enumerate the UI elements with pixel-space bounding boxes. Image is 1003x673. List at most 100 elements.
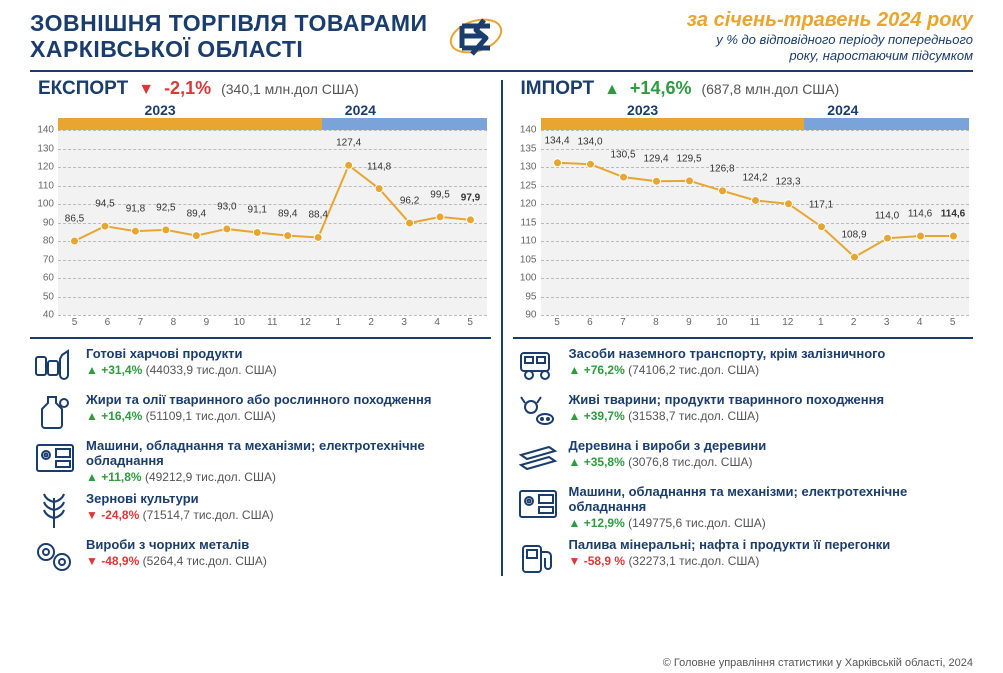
x-tick-label: 3 xyxy=(388,317,421,333)
data-point-label: 97,9 xyxy=(461,192,480,203)
x-tick-label: 5 xyxy=(936,317,969,333)
x-tick-label: 7 xyxy=(124,317,157,333)
x-tick-label: 11 xyxy=(256,317,289,333)
x-tick-label: 8 xyxy=(157,317,190,333)
data-point-label: 91,1 xyxy=(248,205,267,216)
export-year-left: 2023 xyxy=(145,102,176,118)
export-pct: -2,1% xyxy=(164,78,211,99)
y-tick-label: 80 xyxy=(30,236,54,247)
category-stats: ▼ -24,8% (71514,7 тис.дол. США) xyxy=(86,508,491,522)
export-categories: Готові харчові продукти▲ +31,4% (44033,9… xyxy=(30,337,491,576)
export-column: ЕКСПОРТ ▼ -2,1% (340,1 млн.дол США) 2023… xyxy=(20,72,501,584)
data-point-label: 92,5 xyxy=(156,202,175,213)
data-point-label: 96,2 xyxy=(400,196,419,207)
category-stats: ▼ -58,9 % (32273,1 тис.дол. США) xyxy=(569,554,974,568)
x-tick-label: 4 xyxy=(421,317,454,333)
y-tick-label: 110 xyxy=(30,180,54,191)
x-tick-label: 1 xyxy=(322,317,355,333)
footer-text: © Головне управління статистики у Харків… xyxy=(663,657,973,669)
x-tick-label: 2 xyxy=(355,317,388,333)
x-tick-label: 12 xyxy=(771,317,804,333)
x-tick-label: 11 xyxy=(738,317,771,333)
export-title: ЕКСПОРТ xyxy=(38,78,128,100)
y-tick-label: 40 xyxy=(30,310,54,321)
data-point-label: 114,0 xyxy=(875,211,899,222)
category-item: Засоби наземного транспорту, крім залізн… xyxy=(513,347,974,385)
data-point-label: 93,0 xyxy=(217,202,236,213)
data-point-label: 124,2 xyxy=(742,173,767,184)
y-tick-label: 90 xyxy=(30,217,54,228)
category-name: Вироби з чорних металів xyxy=(86,538,491,553)
title-line1: ЗОВНІШНЯ ТОРГІВЛЯ ТОВАРАМИ xyxy=(30,10,428,36)
data-point-label: 127,4 xyxy=(336,138,361,149)
export-chart: 86,594,591,892,589,493,091,189,488,4127,… xyxy=(58,118,487,333)
y-tick-label: 130 xyxy=(513,162,537,173)
category-name: Засоби наземного транспорту, крім залізн… xyxy=(569,347,974,362)
y-tick-label: 50 xyxy=(30,291,54,302)
category-item: Зернові культури▼ -24,8% (71514,7 тис.до… xyxy=(30,492,491,530)
y-tick-label: 110 xyxy=(513,236,537,247)
machine-icon xyxy=(34,439,76,477)
category-stats: ▲ +39,7% (31538,7 тис.дол. США) xyxy=(569,409,974,423)
category-stats: ▲ +12,9% (149775,6 тис.дол. США) xyxy=(569,516,974,530)
x-tick-label: 12 xyxy=(289,317,322,333)
import-column: ІМПОРТ ▲ +14,6% (687,8 млн.дол США) 2023… xyxy=(503,72,984,584)
category-name: Жири та олії тваринного або рослинного п… xyxy=(86,393,491,408)
x-tick-label: 3 xyxy=(870,317,903,333)
subtitle-line2: року, наростаючим підсумком xyxy=(524,48,973,64)
import-arrow-icon: ▲ xyxy=(604,81,620,99)
category-name: Готові харчові продукти xyxy=(86,347,491,362)
export-arrow-icon: ▼ xyxy=(138,81,154,99)
category-name: Палива мінеральні; нафта і продукти її п… xyxy=(569,538,974,553)
export-year-right: 2024 xyxy=(345,102,376,118)
data-point-label: 130,5 xyxy=(610,150,635,161)
x-tick-label: 4 xyxy=(903,317,936,333)
category-name: Деревина і вироби з деревини xyxy=(569,439,974,454)
category-name: Машини, обладнання та механізми; електро… xyxy=(569,485,974,515)
data-point-label: 134,0 xyxy=(577,137,602,148)
import-value: (687,8 млн.дол США) xyxy=(701,81,839,97)
category-item: Жири та олії тваринного або рослинного п… xyxy=(30,393,491,431)
category-item: Вироби з чорних металів▼ -48,9% (5264,4 … xyxy=(30,538,491,576)
animals-icon xyxy=(517,393,559,431)
metal-icon xyxy=(34,538,76,576)
header: ЗОВНІШНЯ ТОРГІВЛЯ ТОВАРАМИ ХАРКІВСЬКОЇ О… xyxy=(0,0,1003,68)
x-tick-label: 9 xyxy=(190,317,223,333)
category-item: Палива мінеральні; нафта і продукти її п… xyxy=(513,538,974,576)
data-point-label: 86,5 xyxy=(65,214,84,225)
x-tick-label: 2 xyxy=(837,317,870,333)
y-tick-label: 100 xyxy=(513,273,537,284)
import-pct: +14,6% xyxy=(630,78,692,99)
category-item: Машини, обладнання та механізми; електро… xyxy=(30,439,491,484)
y-tick-label: 70 xyxy=(30,254,54,265)
y-tick-label: 100 xyxy=(30,199,54,210)
x-tick-label: 5 xyxy=(541,317,574,333)
category-stats: ▼ -48,9% (5264,4 тис.дол. США) xyxy=(86,554,491,568)
category-name: Машини, обладнання та механізми; електро… xyxy=(86,439,491,469)
category-item: Машини, обладнання та механізми; електро… xyxy=(513,485,974,530)
wood-icon xyxy=(517,439,559,477)
logo-icon xyxy=(448,8,504,64)
category-item: Готові харчові продукти▲ +31,4% (44033,9… xyxy=(30,347,491,385)
data-point-label: 99,5 xyxy=(430,190,449,201)
y-tick-label: 60 xyxy=(30,273,54,284)
header-period-block: за січень-травень 2024 року у % до відпо… xyxy=(524,9,973,63)
export-value: (340,1 млн.дол США) xyxy=(221,81,359,97)
x-tick-label: 7 xyxy=(606,317,639,333)
y-tick-label: 120 xyxy=(513,199,537,210)
y-tick-label: 135 xyxy=(513,143,537,154)
x-tick-label: 9 xyxy=(672,317,705,333)
y-tick-label: 115 xyxy=(513,217,537,228)
y-tick-label: 105 xyxy=(513,254,537,265)
x-tick-label: 8 xyxy=(639,317,672,333)
import-header: ІМПОРТ ▲ +14,6% (687,8 млн.дол США) xyxy=(513,78,974,100)
data-point-label: 88,4 xyxy=(308,210,327,221)
import-year-left: 2023 xyxy=(627,102,658,118)
header-title-block: ЗОВНІШНЯ ТОРГІВЛЯ ТОВАРАМИ ХАРКІВСЬКОЇ О… xyxy=(30,10,428,63)
x-tick-label: 5 xyxy=(454,317,487,333)
y-tick-label: 125 xyxy=(513,180,537,191)
y-tick-label: 120 xyxy=(30,162,54,173)
x-tick-label: 1 xyxy=(804,317,837,333)
y-tick-label: 140 xyxy=(513,125,537,136)
data-point-label: 117,1 xyxy=(809,199,833,210)
